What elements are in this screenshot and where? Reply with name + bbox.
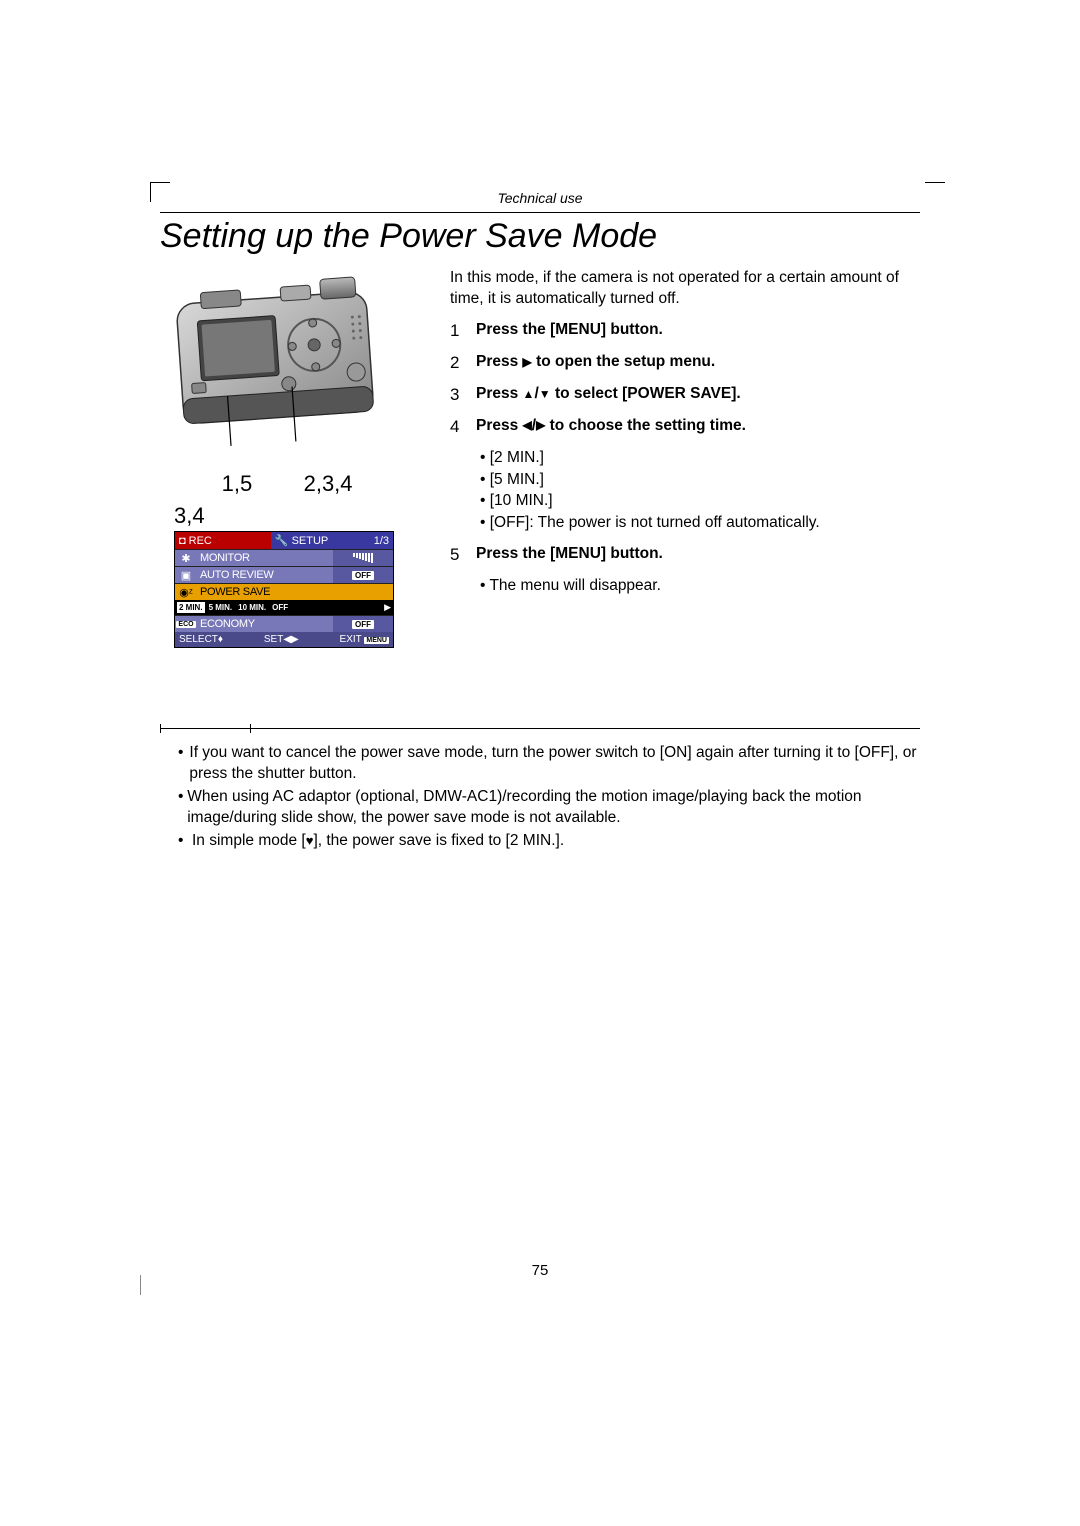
exit-label: EXIT <box>340 634 362 645</box>
divider-mark <box>160 724 161 733</box>
select-label: SELECT <box>179 634 218 645</box>
step-num: 5 <box>450 544 476 567</box>
step-5: 5 Press the [MENU] button. <box>450 544 920 567</box>
left-triangle-icon: ◀ <box>523 417 532 433</box>
callout-labels: 1,5 2,3,4 <box>160 471 420 497</box>
rec-label: REC <box>189 535 212 547</box>
up-triangle-icon: ▲ <box>523 386 535 402</box>
monitor-label: MONITOR <box>197 550 333 566</box>
page-number: 75 <box>160 1262 920 1279</box>
left-column: 1,5 2,3,4 3,4 ◘ REC 🔧 SETUP 1/3 ✱ <box>160 268 420 648</box>
camera-icon: ◘ <box>179 535 186 547</box>
option-item: • [5 MIN.] <box>480 470 920 491</box>
crop-mark-tr <box>925 182 945 202</box>
updown-icon: ♦ <box>218 634 223 645</box>
eco-icon: ECO <box>176 621 195 628</box>
menu-tab-rec: ◘ REC <box>175 532 271 549</box>
powersave-label: POWER SAVE <box>197 584 393 600</box>
step-num: 3 <box>450 384 476 407</box>
step5-sub: • The menu will disappear. <box>480 576 920 597</box>
set-label: SET <box>264 634 283 645</box>
step-2: 2 Press ▶ to open the setup menu. <box>450 352 920 375</box>
powersave-icon: ◉ᶻ <box>175 584 197 600</box>
right-column: In this mode, if the camera is not opera… <box>450 268 920 648</box>
notes-section: •If you want to cancel the power save mo… <box>160 728 920 852</box>
option-item: • [2 MIN.] <box>480 448 920 469</box>
step-4: 4 Press ◀/▶ to choose the setting time. <box>450 416 920 439</box>
option-10min: 10 MIN. <box>236 602 268 613</box>
menu-footer: SELECT♦ SET◀▶ EXIT MENU <box>175 632 393 647</box>
option-off: OFF <box>270 602 290 613</box>
option-selected: 2 MIN. <box>177 602 205 613</box>
step-1: 1 Press the [MENU] button. <box>450 320 920 343</box>
right-triangle-icon: ▶ <box>536 417 545 433</box>
sub-item: • The menu will disappear. <box>480 576 920 597</box>
notes-list: •If you want to cancel the power save mo… <box>178 743 920 852</box>
step-num: 4 <box>450 416 476 439</box>
menu-row-economy: ECO ECONOMY OFF <box>175 615 393 632</box>
menu-button-badge: MENU <box>364 637 389 644</box>
wrench-icon: 🔧 <box>275 535 289 547</box>
off-badge: OFF <box>352 571 374 580</box>
steps-list: 1 Press the [MENU] button. 2 Press ▶ to … <box>450 320 920 439</box>
brightness-bars-icon <box>353 553 373 563</box>
off-badge: OFF <box>352 620 374 629</box>
right-triangle-icon: ▶ <box>523 354 532 370</box>
option-item: • [10 MIN.] <box>480 491 920 512</box>
note-item: •When using AC adaptor (optional, DMW-AC… <box>178 787 920 829</box>
callout-left: 1,5 <box>207 471 267 497</box>
autoreview-label: AUTO REVIEW <box>197 567 333 583</box>
camera-illustration <box>160 268 380 468</box>
setup-label: SETUP <box>292 535 329 547</box>
review-icon: ▣ <box>175 567 197 583</box>
powersave-options: 2 MIN. 5 MIN. 10 MIN. OFF ▶ <box>175 600 393 615</box>
menu-tab-setup: 🔧 SETUP 1/3 <box>271 532 393 549</box>
step-num: 1 <box>450 320 476 343</box>
page-indicator: 1/3 <box>374 535 389 547</box>
divider-line <box>160 728 920 729</box>
note-item: •In simple mode [♥], the power save is f… <box>178 831 920 852</box>
callout-right: 2,3,4 <box>283 471 373 497</box>
menu-header: ◘ REC 🔧 SETUP 1/3 <box>175 532 393 549</box>
step-text: Press ◀/▶ to choose the setting time. <box>476 416 920 439</box>
title-rule <box>160 212 920 213</box>
note-item: •If you want to cancel the power save mo… <box>178 743 920 785</box>
option-item: • [OFF]: The power is not turned off aut… <box>480 513 920 534</box>
leftright-icon: ◀▶ <box>283 634 298 645</box>
step-text: Press ▲/▼ to select [POWER SAVE]. <box>476 384 920 407</box>
menu-callout-label: 3,4 <box>174 503 420 529</box>
step-text: Press the [MENU] button. <box>476 544 920 567</box>
step-3: 3 Press ▲/▼ to select [POWER SAVE]. <box>450 384 920 407</box>
right-arrow-icon: ▶ <box>384 602 391 613</box>
menu-row-monitor: ✱ MONITOR <box>175 549 393 566</box>
brightness-icon: ✱ <box>175 550 197 566</box>
step-text: Press the [MENU] button. <box>476 320 920 343</box>
page-content: Technical use Setting up the Power Save … <box>160 190 920 1279</box>
two-column-layout: 1,5 2,3,4 3,4 ◘ REC 🔧 SETUP 1/3 ✱ <box>160 268 920 648</box>
page-title: Setting up the Power Save Mode <box>160 217 920 256</box>
step-text: Press ▶ to open the setup menu. <box>476 352 920 375</box>
crop-mark-bl <box>140 1275 141 1295</box>
menu-row-autoreview: ▣ AUTO REVIEW OFF <box>175 566 393 583</box>
down-triangle-icon: ▼ <box>539 386 551 402</box>
option-5min: 5 MIN. <box>207 602 235 613</box>
intro-text: In this mode, if the camera is not opera… <box>450 268 920 310</box>
step-num: 2 <box>450 352 476 375</box>
lcd-menu-illustration: ◘ REC 🔧 SETUP 1/3 ✱ MONITOR ▣ AUTO REVIE… <box>174 531 394 648</box>
economy-label: ECONOMY <box>197 616 333 632</box>
menu-row-powersave: ◉ᶻ POWER SAVE <box>175 583 393 600</box>
section-header: Technical use <box>160 190 920 206</box>
divider-mark <box>250 724 251 733</box>
step4-options: • [2 MIN.] • [5 MIN.] • [10 MIN.] • [OFF… <box>480 448 920 535</box>
